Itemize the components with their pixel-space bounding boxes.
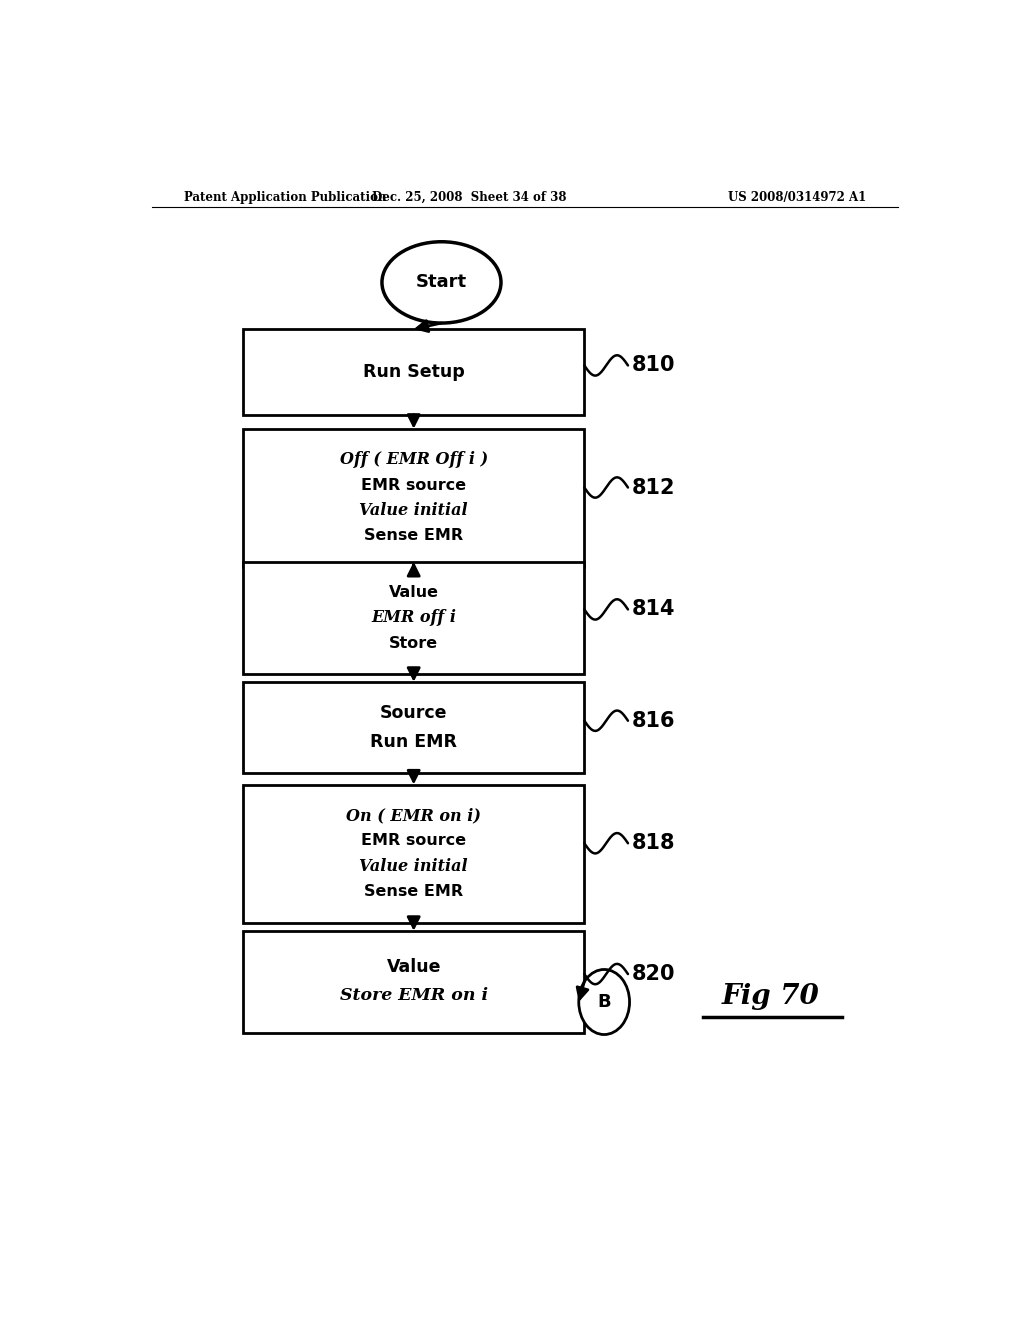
Text: Patent Application Publication: Patent Application Publication	[183, 190, 386, 203]
Text: Run EMR: Run EMR	[371, 733, 457, 751]
Bar	[243, 931, 585, 1032]
Text: Source: Source	[380, 705, 447, 722]
Text: B: B	[597, 993, 611, 1011]
Text: EMR source: EMR source	[361, 833, 466, 849]
Text: Sense EMR: Sense EMR	[365, 528, 463, 544]
Bar	[243, 429, 585, 568]
Text: 810: 810	[632, 355, 676, 375]
Text: Dec. 25, 2008  Sheet 34 of 38: Dec. 25, 2008 Sheet 34 of 38	[372, 190, 566, 203]
Text: Value: Value	[389, 585, 438, 599]
Text: On ( EMR on i): On ( EMR on i)	[346, 807, 481, 824]
Text: 820: 820	[632, 964, 676, 985]
Text: Value initial: Value initial	[359, 858, 468, 875]
Bar	[243, 329, 585, 414]
Text: 814: 814	[632, 599, 676, 619]
Ellipse shape	[382, 242, 501, 323]
Text: Store: Store	[389, 636, 438, 651]
Bar	[243, 562, 585, 673]
Bar	[243, 784, 585, 923]
Text: EMR off i: EMR off i	[371, 610, 457, 626]
Text: US 2008/0314972 A1: US 2008/0314972 A1	[728, 190, 866, 203]
Text: Fig 70: Fig 70	[722, 983, 819, 1010]
Text: Run Setup: Run Setup	[362, 363, 465, 381]
Text: Sense EMR: Sense EMR	[365, 884, 463, 899]
Circle shape	[579, 969, 630, 1035]
Text: 818: 818	[632, 833, 676, 853]
Text: EMR source: EMR source	[361, 478, 466, 492]
Bar	[243, 682, 585, 774]
Text: Value: Value	[386, 958, 441, 977]
Text: 816: 816	[632, 710, 676, 731]
Text: Value initial: Value initial	[359, 502, 468, 519]
Text: 812: 812	[632, 478, 676, 498]
Text: Start: Start	[416, 273, 467, 292]
Text: Off ( EMR Off i ): Off ( EMR Off i )	[340, 451, 487, 469]
Text: Store EMR on i: Store EMR on i	[340, 987, 487, 1005]
